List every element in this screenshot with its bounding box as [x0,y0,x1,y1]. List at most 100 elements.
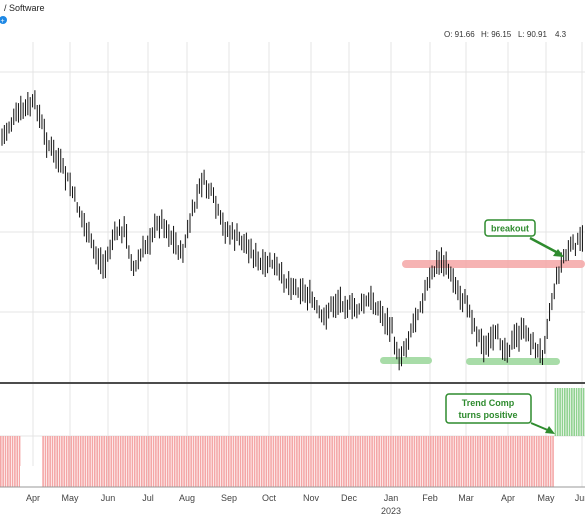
indicator-bar [249,436,251,487]
indicator-bar [573,388,575,436]
indicator-bar [270,436,272,487]
indicator-bar [75,436,77,487]
indicator-bar [18,436,21,487]
indicator-bar [575,388,578,436]
indicator-bar [460,436,463,487]
indicator-bar [152,436,155,487]
indicator-bar [150,436,152,487]
price-annotations: breakout [484,219,564,257]
trend-comp-line1: Trend Comp [462,398,515,408]
breakout-label-box [484,219,536,237]
indicator-bar [387,436,390,487]
indicator-bar [77,436,80,487]
indicator-bar [493,436,496,487]
indicator-bar [408,436,411,487]
indicator-bar [399,436,402,487]
indicator-bar [291,436,293,487]
indicator-bar [498,436,500,487]
indicator-bar [63,436,66,487]
indicator-bar [305,436,308,487]
indicator-bar [524,436,526,487]
indicator-bar [540,436,543,487]
indicator-bar [141,436,143,487]
indicator-bar [326,436,329,487]
trend-comp-line2: turns positive [458,410,517,420]
indicator-bar [556,388,559,436]
indicator-bar [211,436,214,487]
indicator-bar [303,436,305,487]
indicator-bar [336,436,338,487]
indicator-bar [394,436,397,487]
indicator-bar [126,436,129,487]
indicator-bar [220,436,223,487]
x-tick-label: May [537,493,555,503]
indicator-bar [2,436,4,487]
indicator-bar [143,436,145,487]
indicator-bar [284,436,286,487]
x-tick-label: Jun [101,493,116,503]
indicator-bar [4,436,7,487]
indicator-bar [380,436,383,487]
indicator-bar [347,436,350,487]
indicator-bar [98,436,101,487]
indicator-bar [547,436,550,487]
indicator-bar [61,436,63,487]
indicator-bar [404,436,406,487]
indicator-bar [542,436,545,487]
indicator-bar [173,436,176,487]
indicator-bar [580,388,583,436]
indicator-bar [425,436,427,487]
indicator-bar [58,436,61,487]
ohlc-item-2: L: 90.91 [518,30,547,39]
indicator-bar [462,436,465,487]
indicator-bar [244,436,246,487]
indicator-bar [216,436,218,487]
indicator-bar [331,436,333,487]
x-tick-label: Jun [575,493,585,503]
indicator-bar [390,436,392,487]
plus-icon: + [1,18,5,25]
indicator-bar [545,436,547,487]
x-tick-label: Oct [262,493,277,503]
indicator-bar [148,436,150,487]
indicator-bar [444,436,446,487]
indicator-bar [251,436,254,487]
indicator-bar [101,436,103,487]
indicator-bar [441,436,444,487]
indicator-bar [383,436,385,487]
indicator-bar [333,436,336,487]
indicator-bars [0,388,585,487]
indicator-bar [237,436,239,487]
indicator-bar [484,436,486,487]
indicator-bar [112,436,115,487]
indicator-bar [432,436,434,487]
indicator-bar [274,436,277,487]
chart-header: / Software + O: 91.66 H: 96.15 L: 90.91 4.3 [0,3,567,39]
indicator-bar [314,436,317,487]
indicator-bar [16,436,19,487]
indicator-bar [505,436,507,487]
indicator-bar [162,436,164,487]
indicator-bar [227,436,230,487]
indicator-bar [218,436,221,487]
indicator-bar [552,436,554,487]
ohlc-readout: O: 91.66 H: 96.15 L: 90.91 4.3 [444,30,567,39]
breakout-arrowhead [553,249,564,257]
indicator-bar [202,436,204,487]
indicator-bar [324,436,326,487]
indicator-bar [72,436,75,487]
ohlc-item-1: H: 96.15 [481,30,512,39]
add-indicator-icon[interactable] [0,16,7,24]
indicator-bar [94,436,96,487]
indicator-bar [361,436,364,487]
indicator-bar [131,436,134,487]
indicator-bar [491,436,493,487]
indicator-bar [507,436,510,487]
indicator-bar [359,436,362,487]
indicator-bar [392,436,395,487]
indicator-bar [453,436,456,487]
indicator-bar [521,436,524,487]
indicator-bar [528,436,531,487]
indicator-bar [56,436,58,487]
